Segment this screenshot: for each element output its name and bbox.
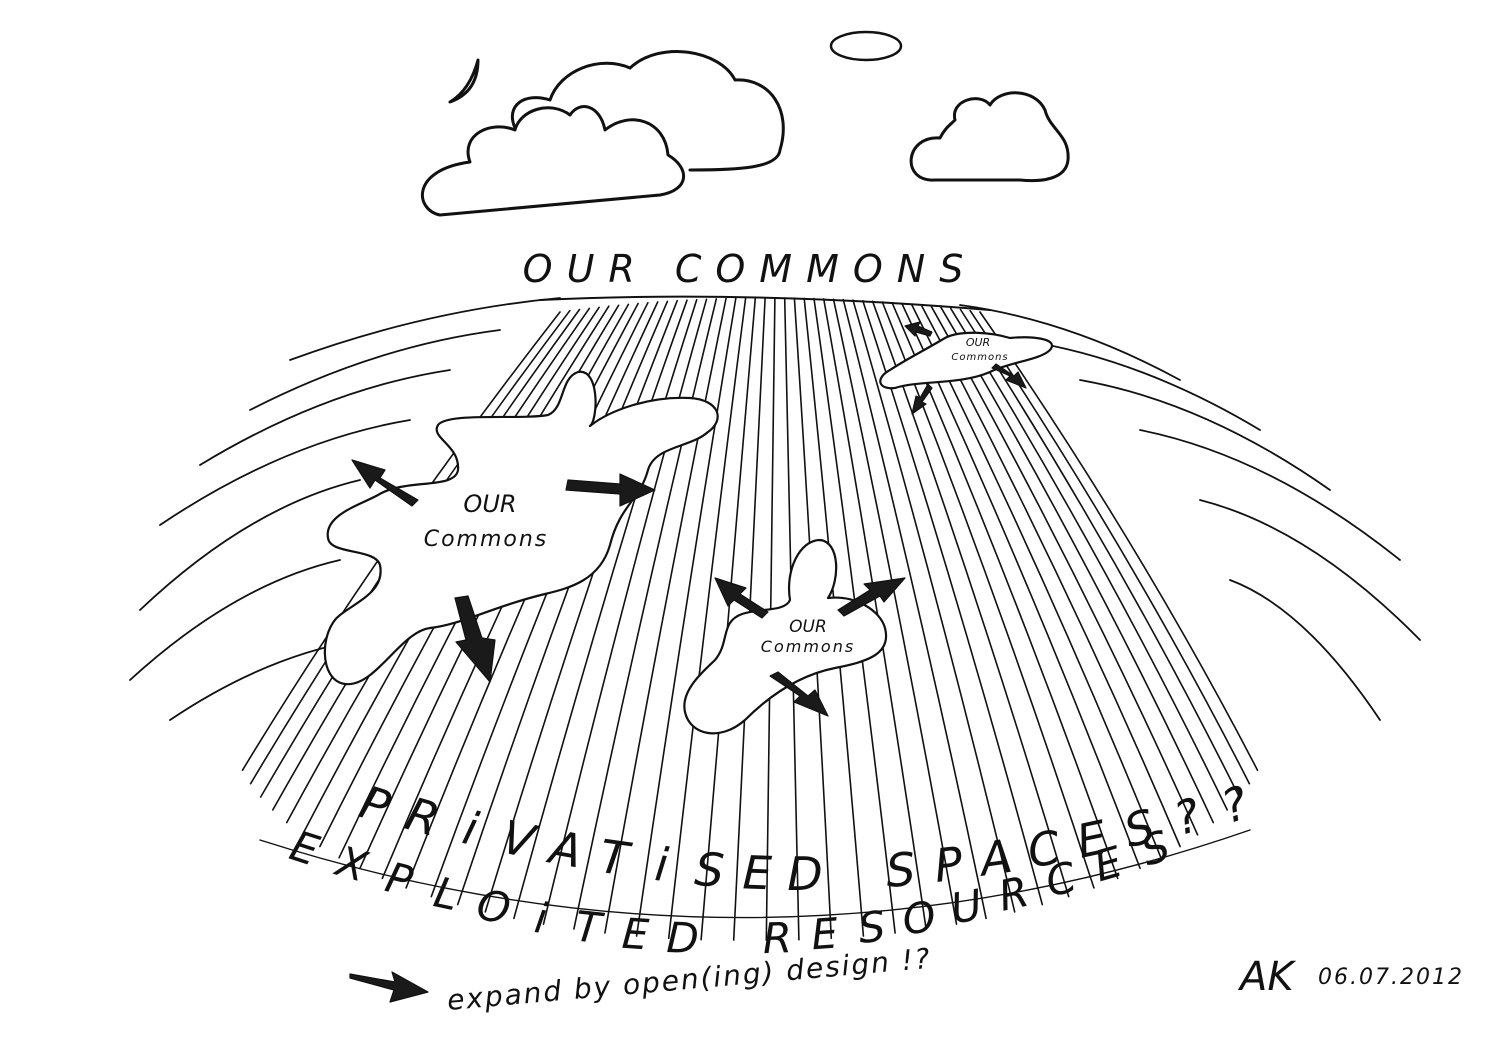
furrow-line — [289, 297, 561, 361]
arrow-icon — [837, 577, 906, 617]
privatised-letter: R — [400, 786, 446, 847]
arrow-icon — [769, 671, 829, 717]
cloud-icon — [909, 91, 1070, 183]
commons-label-medium-line2: Commons — [761, 637, 855, 656]
arrow-icon — [911, 383, 933, 415]
exploited-letter: P — [381, 853, 418, 907]
furrow-line — [604, 297, 727, 934]
exploited-letter: O — [473, 880, 514, 934]
furrow-line — [832, 298, 958, 925]
sky: OUR COMMONS — [420, 30, 1070, 291]
furrow-line — [842, 298, 987, 920]
commons-label-small-line1: OUR — [966, 336, 990, 349]
commons-label-large-line1: OUR — [463, 490, 516, 518]
furrow-line — [852, 299, 1016, 913]
commons-area-large: OUR Commons — [323, 370, 719, 686]
furrow-line — [1019, 339, 1261, 431]
furrow-line — [930, 305, 1199, 836]
furrow-line — [979, 311, 1259, 771]
furrow-line — [484, 299, 688, 913]
furrow-line — [1079, 379, 1331, 491]
arrow-icon — [349, 971, 429, 1003]
exploited-letter: L — [430, 867, 463, 920]
date: 06.07.2012 — [1318, 965, 1464, 990]
exploited-letter: i — [532, 893, 551, 943]
furrow-line — [635, 297, 737, 937]
arrow-icon — [565, 473, 656, 507]
furrow-line — [249, 329, 501, 411]
commons-area-small: OUR Commons — [879, 331, 1054, 390]
arrow-icon — [351, 459, 419, 507]
privatised-letter: A — [543, 819, 586, 878]
furrow-line — [456, 299, 678, 906]
furrow-line — [920, 304, 1181, 848]
furrow-line — [573, 298, 718, 930]
exploited-letter: E — [810, 909, 840, 960]
sun-icon — [829, 30, 903, 62]
arrow-icon — [454, 595, 496, 683]
exploited-letter: R — [994, 867, 1033, 921]
exploited-letter: T — [573, 902, 607, 954]
commons-label-small-line2: Commons — [951, 352, 1008, 363]
exploited-letter: X — [329, 836, 373, 892]
furrow-line — [910, 303, 1162, 859]
furrow-line — [1229, 579, 1381, 721]
privatised-letter: S — [693, 842, 726, 898]
privatised-letter: T — [596, 829, 635, 887]
furrow-line — [513, 298, 698, 920]
exploited-letter: E — [1089, 837, 1128, 892]
furrow-line — [1139, 429, 1401, 561]
signature-block: AK 06.07.2012 — [1237, 954, 1464, 1000]
privatised-letter: D — [787, 847, 822, 901]
exploited-letter: C — [1041, 852, 1082, 907]
privatised-letter: S — [884, 842, 917, 898]
exploited-letter: E — [284, 821, 325, 876]
furrow-line — [129, 559, 341, 681]
exploited-letter: D — [666, 913, 700, 963]
exploited-letter: S — [856, 902, 888, 954]
privatised-letter: i — [458, 801, 484, 857]
arrow-icon — [714, 577, 769, 619]
privatised-letter: P — [353, 775, 396, 835]
furrow-line — [139, 479, 361, 611]
furrow-line — [259, 829, 1251, 919]
privatised-letter: E — [742, 845, 773, 900]
furrow-line — [539, 295, 991, 311]
furrow-line — [949, 307, 1228, 811]
exploited-letter: O — [899, 892, 939, 945]
arrow-icon — [904, 321, 933, 337]
furrow-line — [871, 300, 1070, 898]
furrow-line — [940, 306, 1215, 824]
furrow-line — [959, 308, 1241, 798]
furrow-line — [199, 369, 451, 466]
exploited-letter: S — [1135, 821, 1176, 876]
exploited-letter: R — [762, 913, 793, 963]
commons-label-medium-line1: OUR — [789, 617, 827, 637]
privatised-letter: P — [932, 836, 965, 893]
cloud-icon — [511, 49, 785, 172]
arrow-icon — [991, 363, 1027, 389]
furrow-line — [159, 419, 411, 526]
sky-title: OUR COMMONS — [523, 247, 978, 291]
signature: AK — [1237, 954, 1296, 1000]
expansion-arrows — [351, 321, 1027, 717]
moon-icon — [448, 58, 480, 104]
furrow-line — [700, 297, 757, 941]
furrow-line — [430, 300, 669, 898]
commons-label-large-line2: Commons — [424, 527, 549, 552]
cloud-icon — [420, 105, 686, 217]
exploited-letter: E — [620, 909, 650, 960]
furrow-line — [1199, 499, 1421, 641]
commons-area-medium: OUR Commons — [683, 538, 888, 735]
privatised-letter: i — [652, 837, 671, 892]
furrow-line — [667, 297, 747, 940]
furrow-line — [542, 298, 708, 925]
